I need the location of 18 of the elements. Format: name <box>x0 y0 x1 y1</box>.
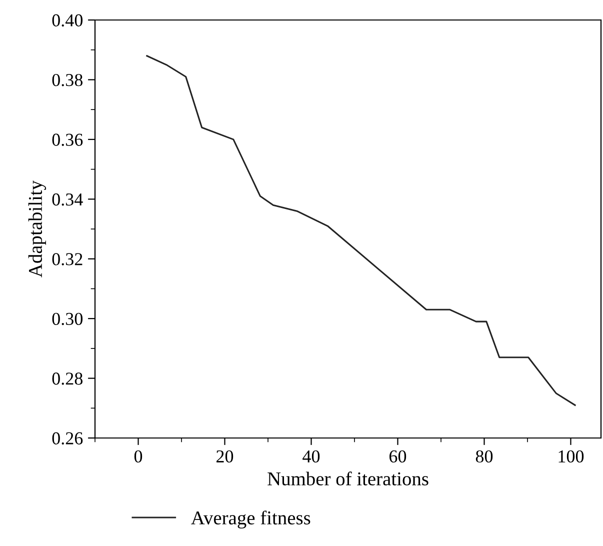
y-tick-label: 0.38 <box>52 74 83 86</box>
x-axis-title: Number of iterations <box>268 472 428 486</box>
y-tick-label: 0.32 <box>52 253 82 266</box>
x-tick-label: 60 <box>389 450 406 463</box>
y-axis-title: Adaptability <box>28 180 46 278</box>
x-tick-label: 80 <box>476 450 493 463</box>
y-tick-label: 0.28 <box>52 372 83 385</box>
x-tick-label: 20 <box>216 450 234 463</box>
line-series <box>146 55 576 406</box>
x-tick-label: 100 <box>558 450 584 463</box>
y-tick-label: 0.30 <box>52 312 83 326</box>
x-tick-label: 0 <box>134 450 142 463</box>
y-tick-label: 0.40 <box>52 14 83 27</box>
legend-label: Average fitness <box>191 510 310 528</box>
x-tick-label: 40 <box>302 450 320 463</box>
y-tick-label: 0.34 <box>52 193 83 206</box>
y-tick-label: 0.36 <box>52 134 83 146</box>
y-tick-label: 0.26 <box>52 432 83 445</box>
